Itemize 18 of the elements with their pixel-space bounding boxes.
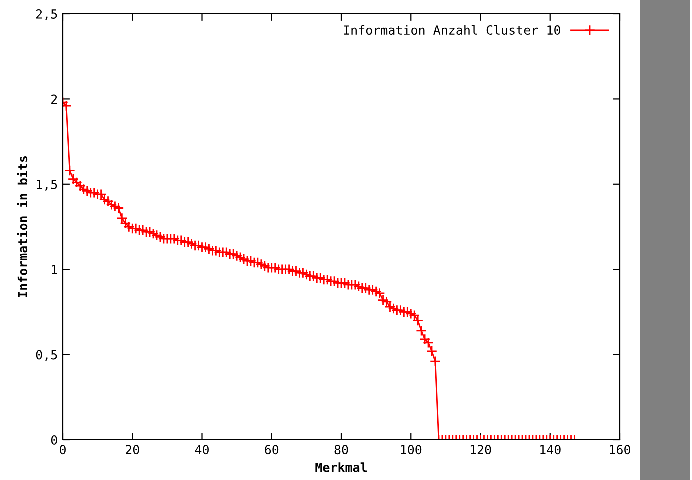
x-tick-label: 120	[470, 445, 492, 455]
y-tick-label: 1,5	[37, 180, 58, 191]
y-tick-label: 1	[52, 265, 58, 274]
x-tick-label: 20	[126, 445, 140, 455]
y-tick-label: 0	[51, 436, 58, 445]
y-tick-label: 2,5	[36, 10, 58, 21]
x-tick-label: 60	[265, 445, 279, 455]
x-tick-label: 0	[60, 445, 66, 455]
legend-label: Information Anzahl Cluster 10	[344, 25, 560, 35]
x-tick-label: 80	[334, 445, 348, 455]
x-axis-title: Merkmal	[316, 462, 367, 472]
x-tick-label: 100	[401, 445, 422, 455]
x-tick-label: 160	[610, 445, 630, 455]
y-tick-label: 2	[52, 94, 58, 104]
x-tick-label: 40	[195, 445, 209, 455]
x-tick-label: 140	[540, 445, 561, 455]
y-tick-label: 0,5	[36, 350, 58, 362]
y-axis-title: Information in bits	[17, 156, 28, 298]
